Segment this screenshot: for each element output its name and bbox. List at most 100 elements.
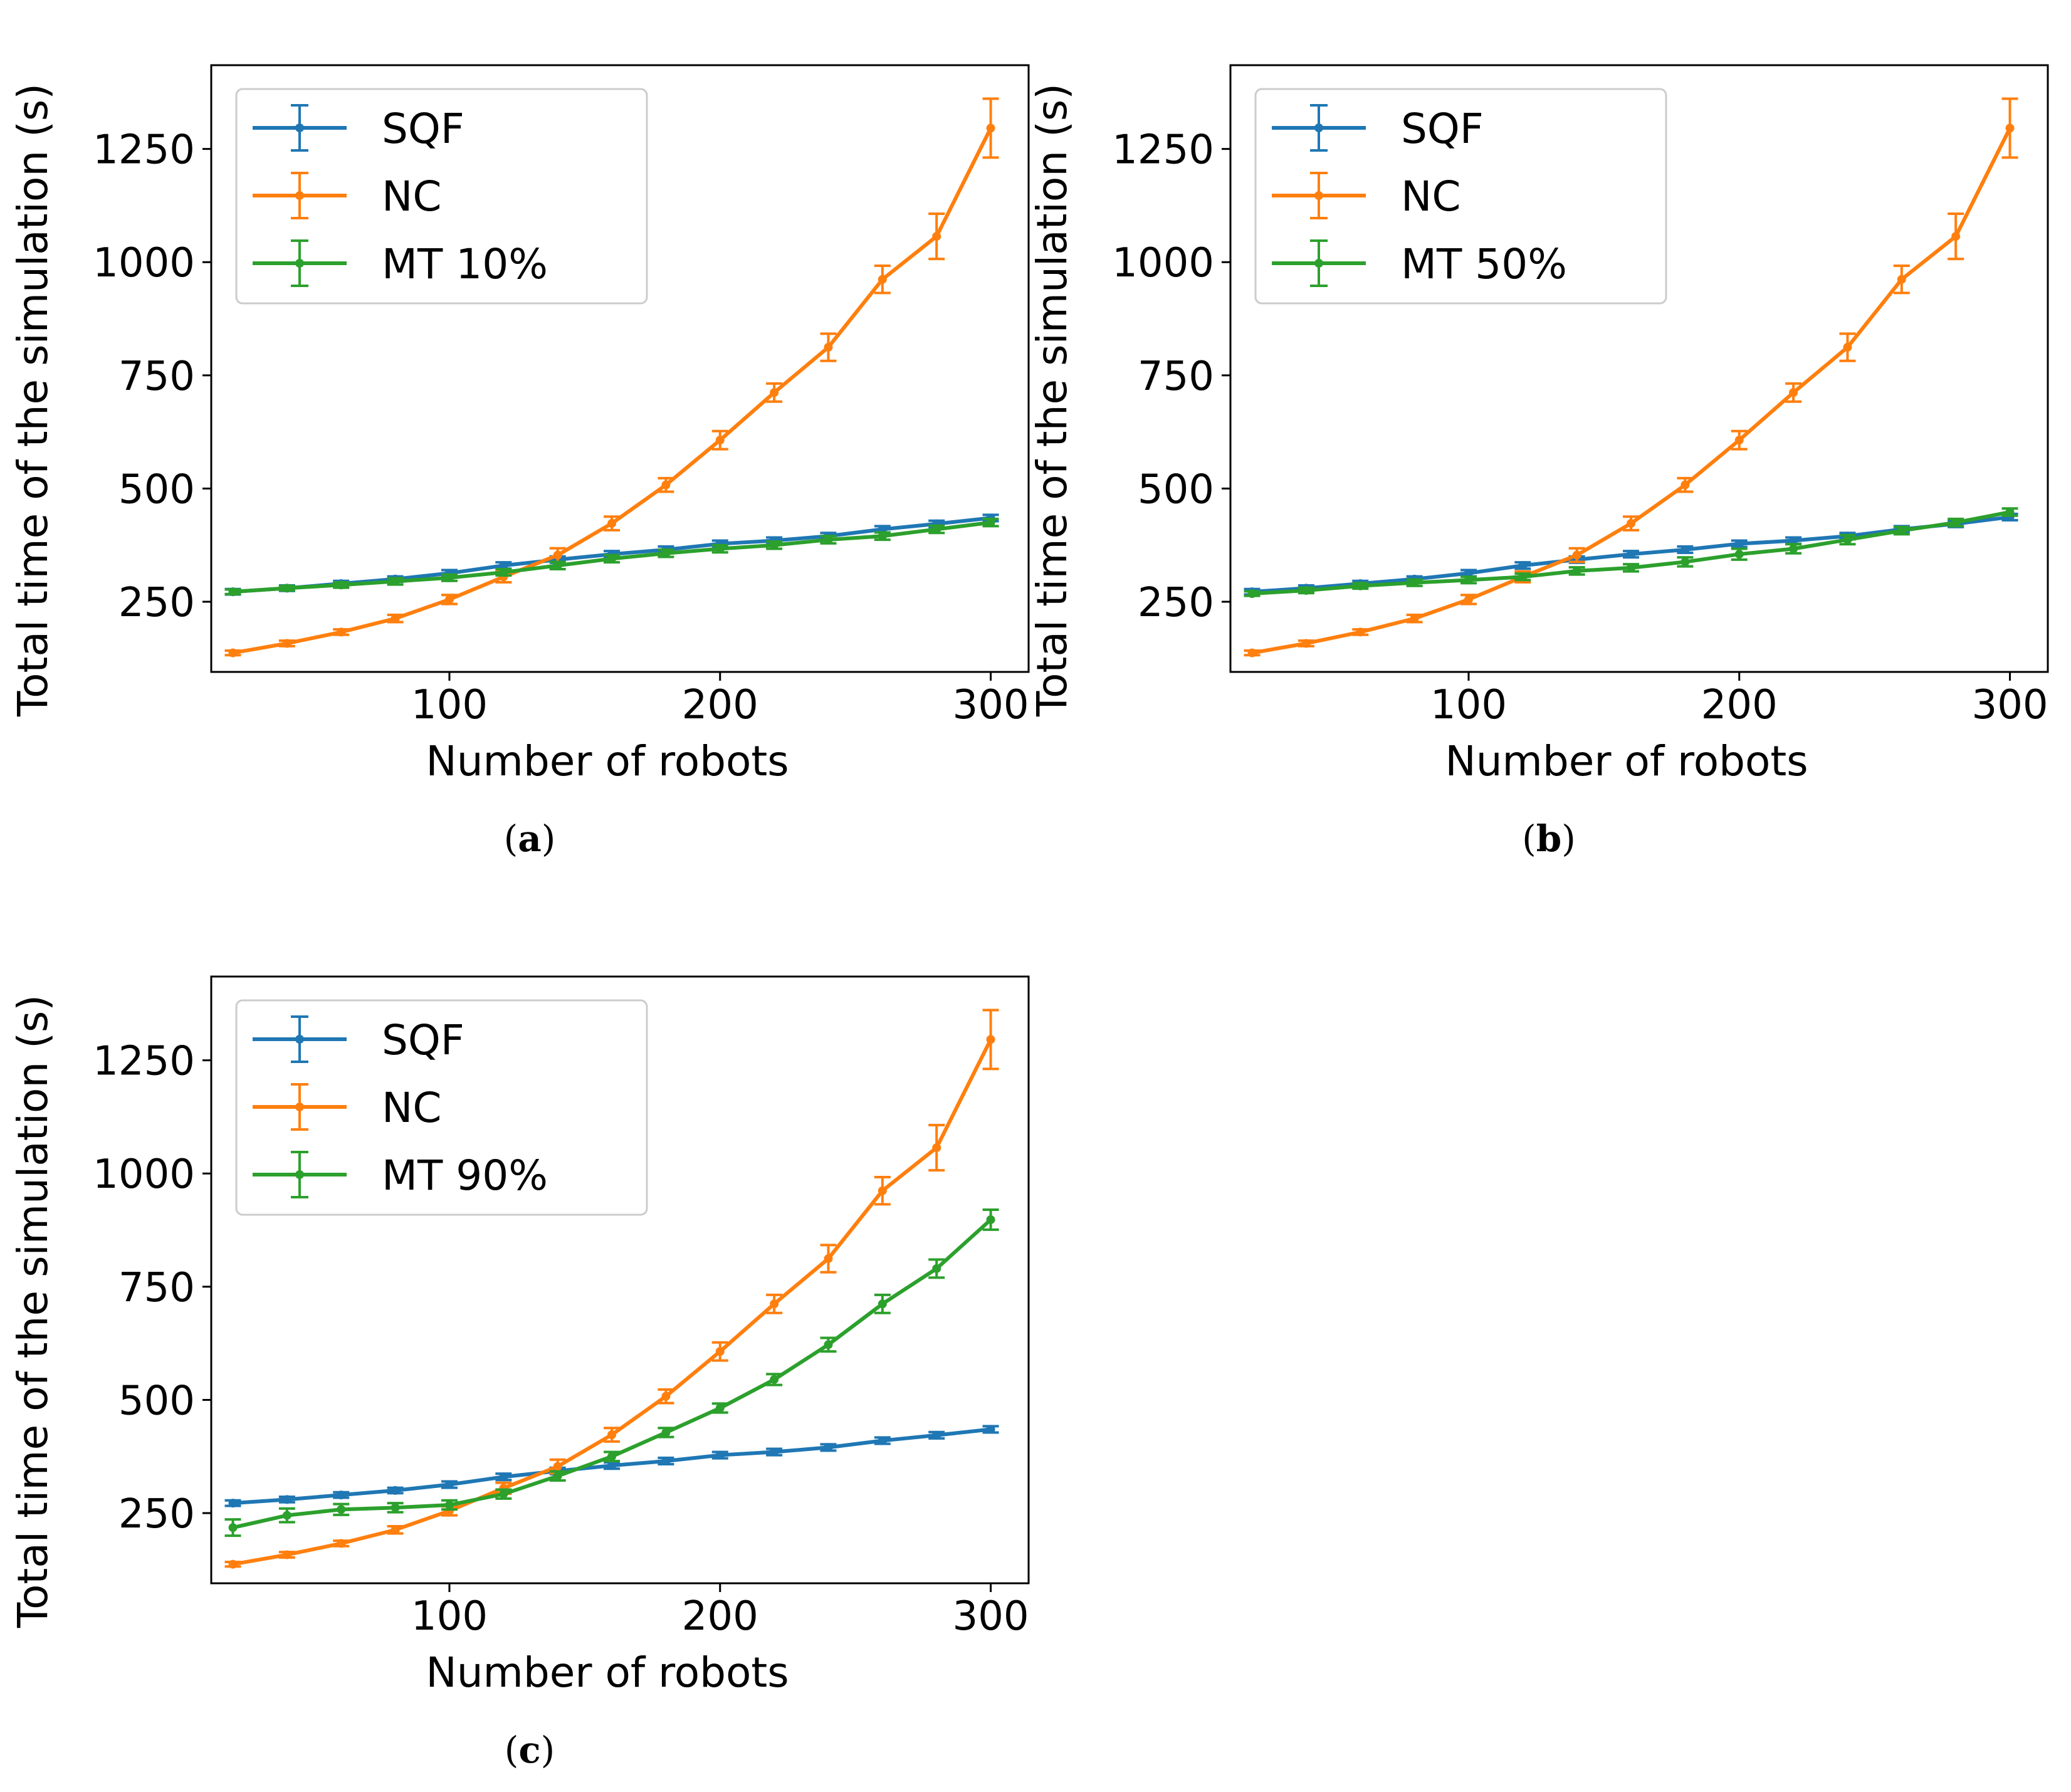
- x-axis-label: Number of robots: [426, 1648, 789, 1697]
- data-point: [391, 614, 400, 623]
- data-point: [337, 1505, 346, 1514]
- data-point: [1843, 343, 1852, 352]
- data-point: [824, 535, 833, 545]
- data-point: [553, 1462, 562, 1471]
- data-point: [1680, 480, 1690, 490]
- data-point: [715, 1347, 725, 1356]
- data-point: [878, 1436, 887, 1445]
- data-point: [282, 1550, 291, 1559]
- data-point: [1789, 388, 1798, 397]
- data-point: [878, 275, 887, 284]
- data-point: [770, 1299, 779, 1309]
- data-point: [1572, 550, 1581, 560]
- data-point: [1951, 518, 1961, 527]
- data-point: [1680, 545, 1690, 554]
- data-point: [932, 232, 941, 241]
- data-point: [661, 1428, 671, 1437]
- data-point: [824, 343, 833, 352]
- legend-box: [1254, 88, 1667, 305]
- legend-marker: [1314, 123, 1323, 132]
- y-tick-label: 500: [118, 466, 195, 513]
- legend-marker: [295, 1103, 304, 1111]
- data-point: [228, 648, 238, 658]
- data-point: [607, 519, 617, 528]
- legend-label: NC: [382, 1084, 441, 1132]
- data-point: [715, 544, 725, 553]
- data-point: [986, 1035, 995, 1044]
- series-line: [232, 1218, 992, 1530]
- panel-caption-letter: a: [518, 817, 542, 860]
- data-point: [607, 554, 617, 563]
- data-point: [228, 1559, 238, 1569]
- data-point: [1951, 232, 1961, 241]
- data-point: [661, 548, 671, 558]
- data-point: [444, 573, 454, 582]
- data-point: [770, 540, 779, 550]
- series-nc: [224, 1009, 999, 1569]
- legend-label: SQF: [382, 105, 464, 153]
- x-axis-label: Number of robots: [1445, 737, 1808, 785]
- data-point: [1247, 648, 1257, 658]
- data-point: [553, 561, 562, 570]
- legend: SQF NC MT 10%: [235, 88, 648, 305]
- x-tick-label: 200: [682, 682, 758, 728]
- x-tick-label: 200: [1701, 682, 1778, 728]
- data-point: [1356, 581, 1365, 590]
- data-point: [932, 525, 941, 534]
- data-point: [932, 1264, 941, 1273]
- legend-label: MT 50%: [1401, 240, 1567, 288]
- data-point: [1572, 566, 1581, 575]
- data-point: [1734, 539, 1744, 548]
- series-mt-50-: [1244, 507, 2018, 599]
- x-tick-label: 200: [682, 1593, 758, 1640]
- data-point: [282, 1495, 291, 1504]
- data-point: [444, 1501, 454, 1510]
- x-axis-label: Number of robots: [426, 737, 789, 785]
- data-point: [282, 584, 291, 593]
- data-point: [715, 1450, 725, 1460]
- data-point: [770, 388, 779, 397]
- data-point: [1301, 585, 1311, 595]
- x-tick-label: 100: [1430, 682, 1507, 728]
- series-mt-10-: [224, 517, 999, 597]
- legend-marker: [295, 191, 304, 200]
- plot-frame: [210, 64, 1030, 673]
- legend-marker: [295, 1035, 304, 1044]
- data-point: [499, 1472, 508, 1482]
- panel-caption-letter: c: [518, 1729, 540, 1771]
- data-point: [824, 1340, 833, 1349]
- data-point: [661, 1456, 671, 1465]
- legend-label: SQF: [1401, 105, 1484, 153]
- series-nc: [1244, 97, 2018, 658]
- x-tick-label: 100: [411, 682, 488, 728]
- data-point: [1789, 536, 1798, 545]
- chart-panel-c: 100 200 300 250 500 750 1000 1250 Number of robo…: [9, 975, 1030, 1771]
- x-tick-label: 100: [411, 1593, 488, 1640]
- data-point: [1789, 544, 1798, 553]
- data-point: [391, 1485, 400, 1495]
- y-tick-label: 750: [118, 354, 195, 400]
- data-point: [553, 1471, 562, 1480]
- data-point: [878, 1186, 887, 1195]
- y-axis-label: Total time of the simulation (s): [9, 83, 57, 717]
- data-point: [1247, 589, 1257, 599]
- legend-marker: [1314, 259, 1323, 268]
- data-point: [986, 123, 995, 133]
- legend-label: MT 10%: [382, 240, 548, 288]
- data-point: [1897, 526, 1906, 535]
- y-tick-label: 1250: [1112, 127, 1214, 174]
- chart-panel-a: 100 200 300 250 500 750 1000 1250 Number of robo…: [9, 64, 1030, 860]
- data-point: [1843, 535, 1852, 545]
- data-point: [1627, 563, 1636, 572]
- data-point: [1734, 436, 1744, 445]
- data-point: [986, 518, 995, 527]
- legend-label: MT 90%: [382, 1151, 548, 1200]
- x-tick-label: 300: [952, 1593, 1029, 1640]
- series-mt-90-: [224, 1208, 999, 1538]
- panel-caption: (c): [505, 1729, 555, 1771]
- legend-label: SQF: [382, 1016, 464, 1064]
- y-tick-label: 1250: [93, 127, 195, 174]
- data-point: [282, 1511, 291, 1520]
- legend-marker: [295, 1170, 304, 1179]
- panel-caption-letter: b: [1536, 817, 1562, 860]
